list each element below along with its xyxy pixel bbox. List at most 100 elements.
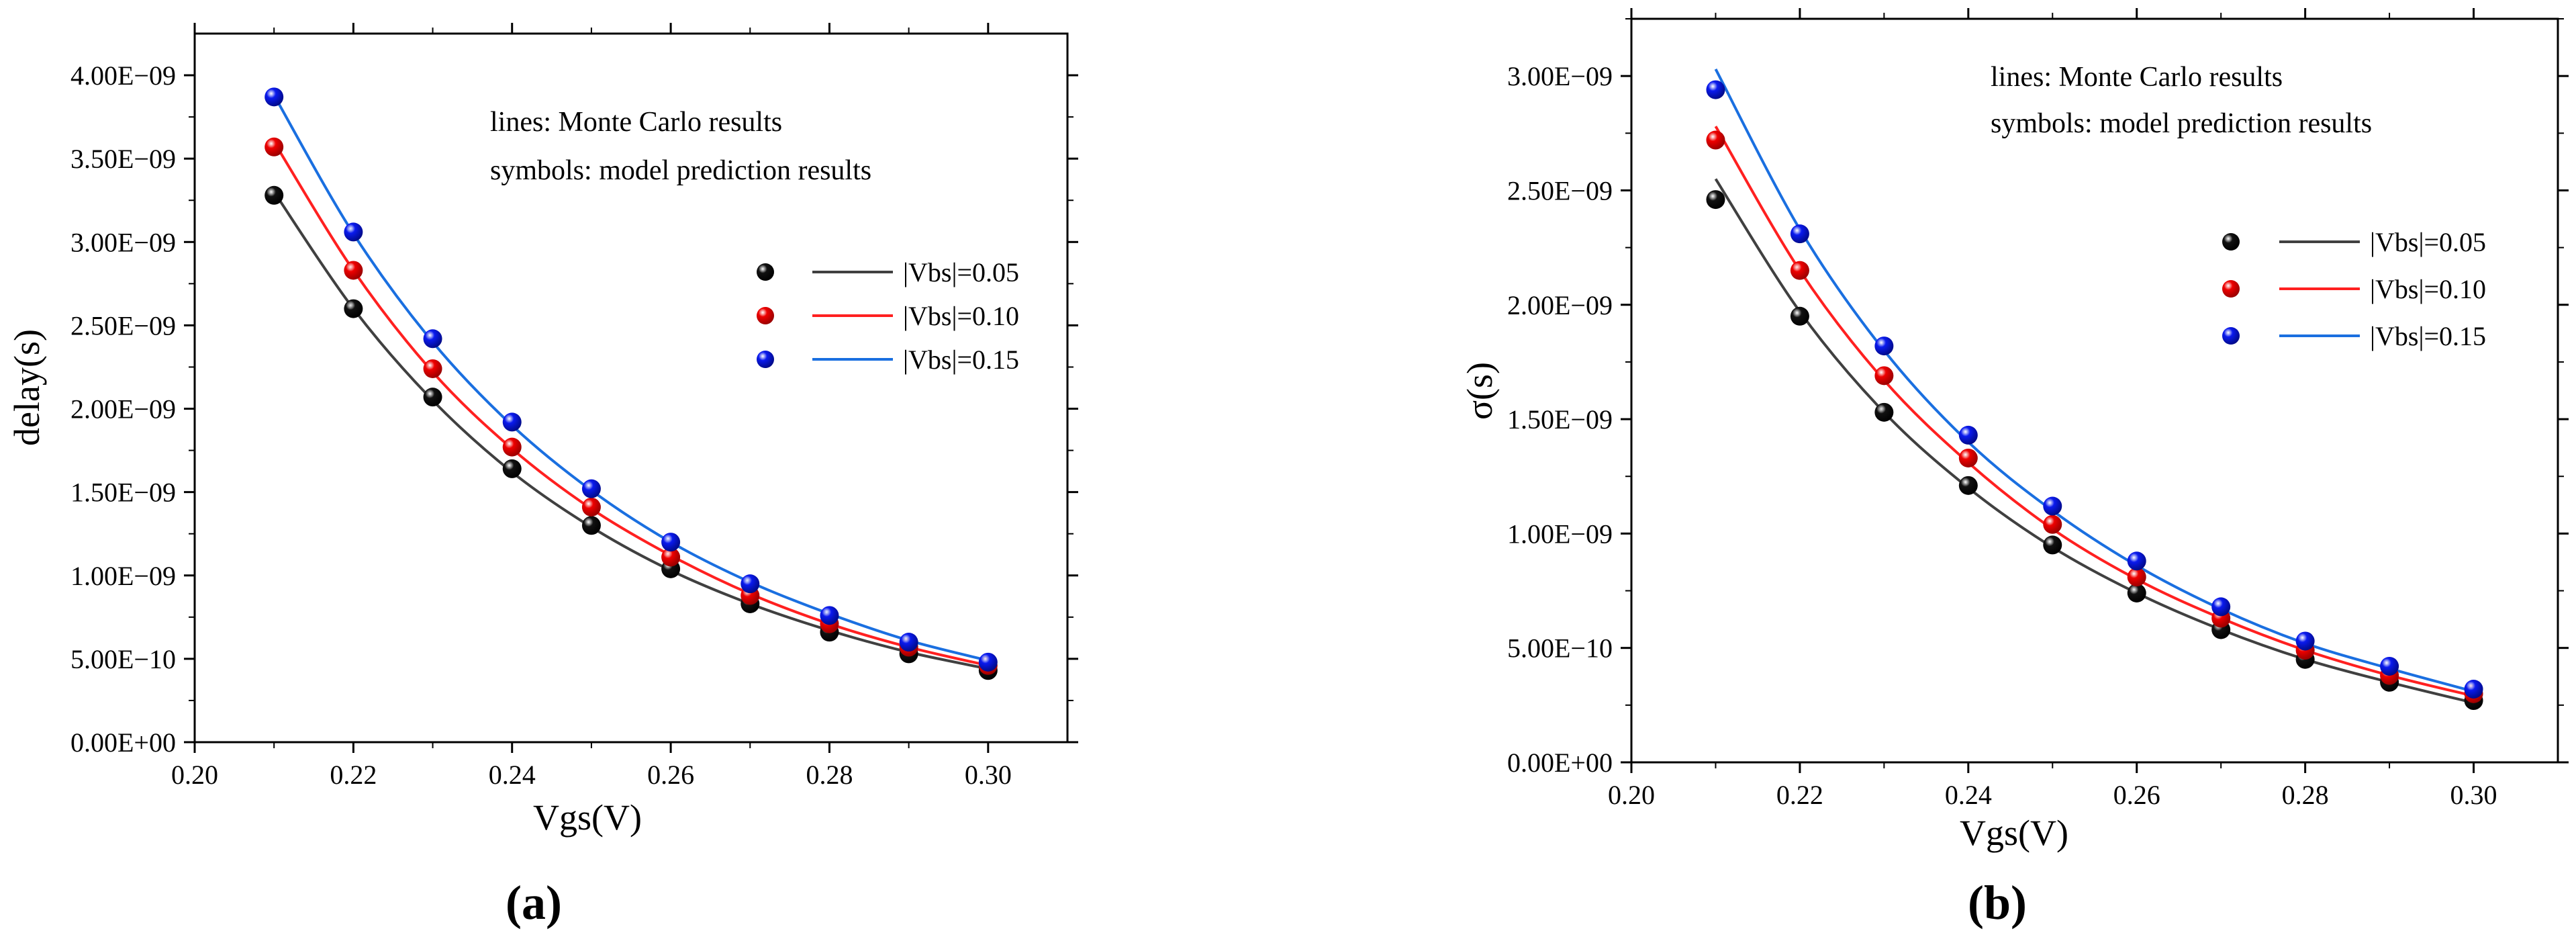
legend: |Vbs|=0.05 |Vbs|=0.10 |Vbs|=0.15 [757,257,1019,375]
data-point-series-1 [502,437,522,457]
data-point-series-2 [661,533,681,552]
data-point-series-2 [2211,597,2231,617]
data-point-series-2 [2043,496,2062,516]
annotation-lines: lines: Monte Carlo results [490,107,782,138]
legend-label-vbs-015: |Vbs|=0.15 [903,345,1019,375]
y-tick-label: 1.00E−09 [70,561,176,591]
data-point-series-1 [1706,130,1725,150]
y-tick-label: 3.00E−09 [1507,61,1613,91]
data-point-series-2 [502,412,522,432]
data-point-series-2 [1706,80,1725,99]
data-point-series-2 [265,87,284,107]
x-axis-label: Vgs(V) [533,797,642,838]
x-tick-label: 0.28 [806,760,853,790]
y-tick-label: 5.00E−10 [1507,633,1613,664]
data-point-series-2 [820,606,839,625]
data-point-series-0 [1958,476,1978,495]
series-line-1 [273,141,989,667]
data-point-series-2 [2127,551,2146,571]
data-point-series-0 [344,299,363,318]
data-point-series-1 [2043,514,2062,534]
series-markers [265,87,998,680]
x-axis-label: Vgs(V) [1960,813,2068,853]
y-tick-label: 3.00E−09 [70,227,176,257]
series-line-2 [1714,68,2475,693]
y-tick-label: 2.00E−09 [70,394,176,424]
chart-panel-a: 0.20 0.22 0.24 0.26 0.28 0.30 0.00E+00 5.00E−10… [7,23,1078,930]
legend-marker-vbs-010 [757,307,774,324]
data-point-series-0 [265,185,284,205]
x-tick-label: 0.20 [171,760,218,790]
plot-frame [193,32,1069,744]
data-point-series-2 [2464,680,2483,699]
chart-panel-b: 0.20 0.22 0.24 0.26 0.28 0.30 0.00E+00 5.00E−10… [1460,8,2569,930]
data-point-series-2 [423,329,442,349]
data-point-series-0 [423,388,442,407]
y-tick-label: 4.00E−09 [70,60,176,91]
axis-ticks: 0.20 0.22 0.24 0.26 0.28 0.30 0.00E+00 5.00E−10… [70,23,1078,790]
data-point-series-1 [423,359,442,378]
legend-label-vbs-010: |Vbs|=0.10 [2370,274,2486,304]
data-point-series-0 [502,459,522,478]
data-point-series-2 [1790,224,1809,244]
x-tick-label: 0.26 [647,760,694,790]
x-tick-label: 0.26 [2113,780,2160,810]
legend-marker-vbs-005 [2222,233,2240,251]
y-axis-label: σ(s) [1460,362,1500,420]
data-point-series-0 [581,516,601,535]
data-point-series-2 [1958,425,1978,445]
y-tick-label: 1.50E−09 [70,478,176,508]
x-tick-label: 0.22 [1776,780,1823,810]
x-tick-label: 0.30 [965,760,1012,790]
data-point-series-2 [1874,336,1894,356]
x-tick-label: 0.24 [1945,780,1992,810]
data-point-series-1 [344,261,363,280]
legend-marker-vbs-015 [2222,327,2240,345]
y-tick-label: 3.50E−09 [70,144,176,174]
legend-label-vbs-015: |Vbs|=0.15 [2370,321,2486,351]
data-point-series-1 [1958,448,1978,467]
panel-label-a: (a) [506,876,562,930]
legend-label-vbs-010: |Vbs|=0.10 [903,301,1019,331]
y-tick-label: 0.00E+00 [70,727,176,758]
series-lines [1714,68,2475,705]
annotation-lines: lines: Monte Carlo results [1991,62,2283,93]
data-point-series-0 [1874,402,1894,422]
x-tick-label: 0.24 [489,760,536,790]
y-tick-label: 5.00E−10 [70,644,176,674]
x-tick-label: 0.30 [2450,780,2497,810]
data-point-series-0 [2127,583,2146,602]
x-tick-label: 0.28 [2282,780,2329,810]
legend: |Vbs|=0.05 |Vbs|=0.10 |Vbs|=0.15 [2222,227,2486,351]
data-point-series-1 [265,137,284,156]
data-point-series-2 [581,479,601,498]
annotation-symbols: symbols: model prediction results [490,155,871,186]
legend-label-vbs-005: |Vbs|=0.05 [2370,227,2486,257]
data-point-series-1 [661,547,681,567]
data-point-series-1 [2127,568,2146,587]
legend-label-vbs-005: |Vbs|=0.05 [903,257,1019,287]
data-point-series-1 [1874,366,1894,386]
series-line-0 [1714,178,2474,705]
legend-marker-vbs-005 [757,263,774,281]
panel-label-b: (b) [1968,876,2027,930]
data-point-series-0 [1790,306,1809,326]
data-point-series-2 [978,652,998,672]
series-markers [1706,80,2483,711]
data-point-series-2 [741,574,760,594]
y-tick-label: 2.00E−09 [1507,290,1613,320]
data-point-series-1 [1790,261,1809,280]
data-point-series-2 [2380,656,2399,676]
legend-marker-vbs-010 [2222,280,2240,298]
series-line-1 [1714,126,2474,698]
data-point-series-2 [899,633,918,652]
x-tick-label: 0.20 [1608,780,1655,810]
annotation-symbols: symbols: model prediction results [1991,108,2372,139]
y-tick-label: 0.00E+00 [1507,748,1613,778]
data-point-series-2 [344,222,363,242]
axis-ticks: 0.20 0.22 0.24 0.26 0.28 0.30 0.00E+00 5.00E−10… [1507,8,2569,810]
data-point-series-0 [2043,535,2062,555]
y-axis-label: delay(s) [7,329,47,446]
y-tick-label: 1.00E−09 [1507,519,1613,549]
